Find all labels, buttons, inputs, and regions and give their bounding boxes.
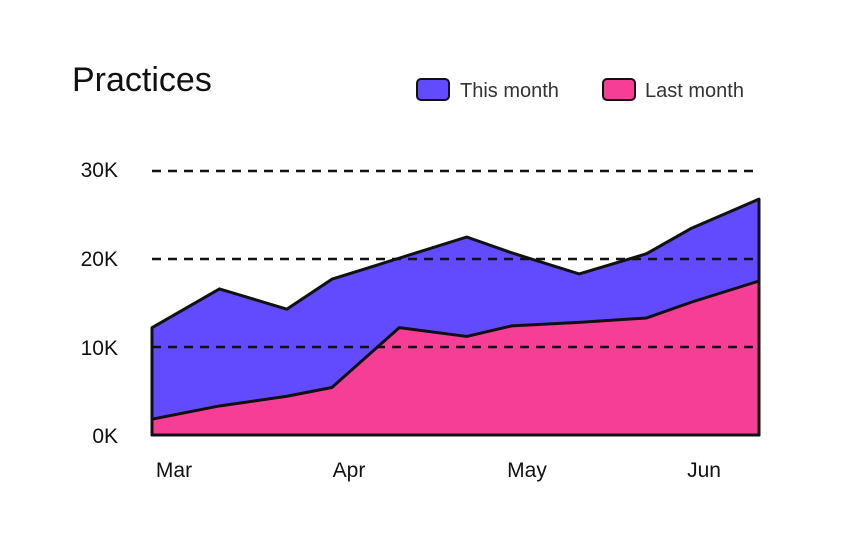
- y-tick-label-10k: 10K: [81, 337, 118, 360]
- y-tick-label-30k: 30K: [81, 159, 118, 182]
- y-axis-labels: 30K 20K 10K 0K: [81, 159, 118, 448]
- x-axis-labels: Mar Apr May Jun: [156, 459, 721, 482]
- y-tick-label-20k: 20K: [81, 248, 118, 271]
- legend-swatch-last-month: [602, 78, 636, 101]
- x-tick-label-may: May: [507, 459, 547, 482]
- x-tick-label-apr: Apr: [333, 459, 366, 482]
- chart-title: Practices: [72, 61, 212, 99]
- y-tick-label-0k: 0K: [92, 425, 118, 448]
- legend-label-this-month: This month: [460, 80, 559, 102]
- legend-swatch-this-month: [416, 78, 450, 101]
- x-tick-label-mar: Mar: [156, 459, 192, 482]
- legend: This month Last month: [416, 78, 744, 102]
- area-series-last-month: [150, 279, 761, 437]
- legend-item-last-month: Last month: [602, 78, 744, 102]
- legend-item-this-month: This month: [416, 78, 559, 102]
- legend-label-last-month: Last month: [645, 80, 744, 102]
- x-tick-label-jun: Jun: [687, 459, 721, 482]
- plot-area: [150, 169, 761, 437]
